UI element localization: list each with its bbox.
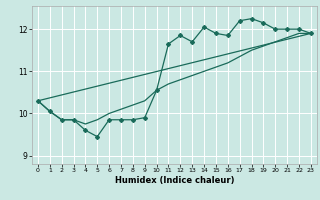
X-axis label: Humidex (Indice chaleur): Humidex (Indice chaleur) (115, 176, 234, 185)
